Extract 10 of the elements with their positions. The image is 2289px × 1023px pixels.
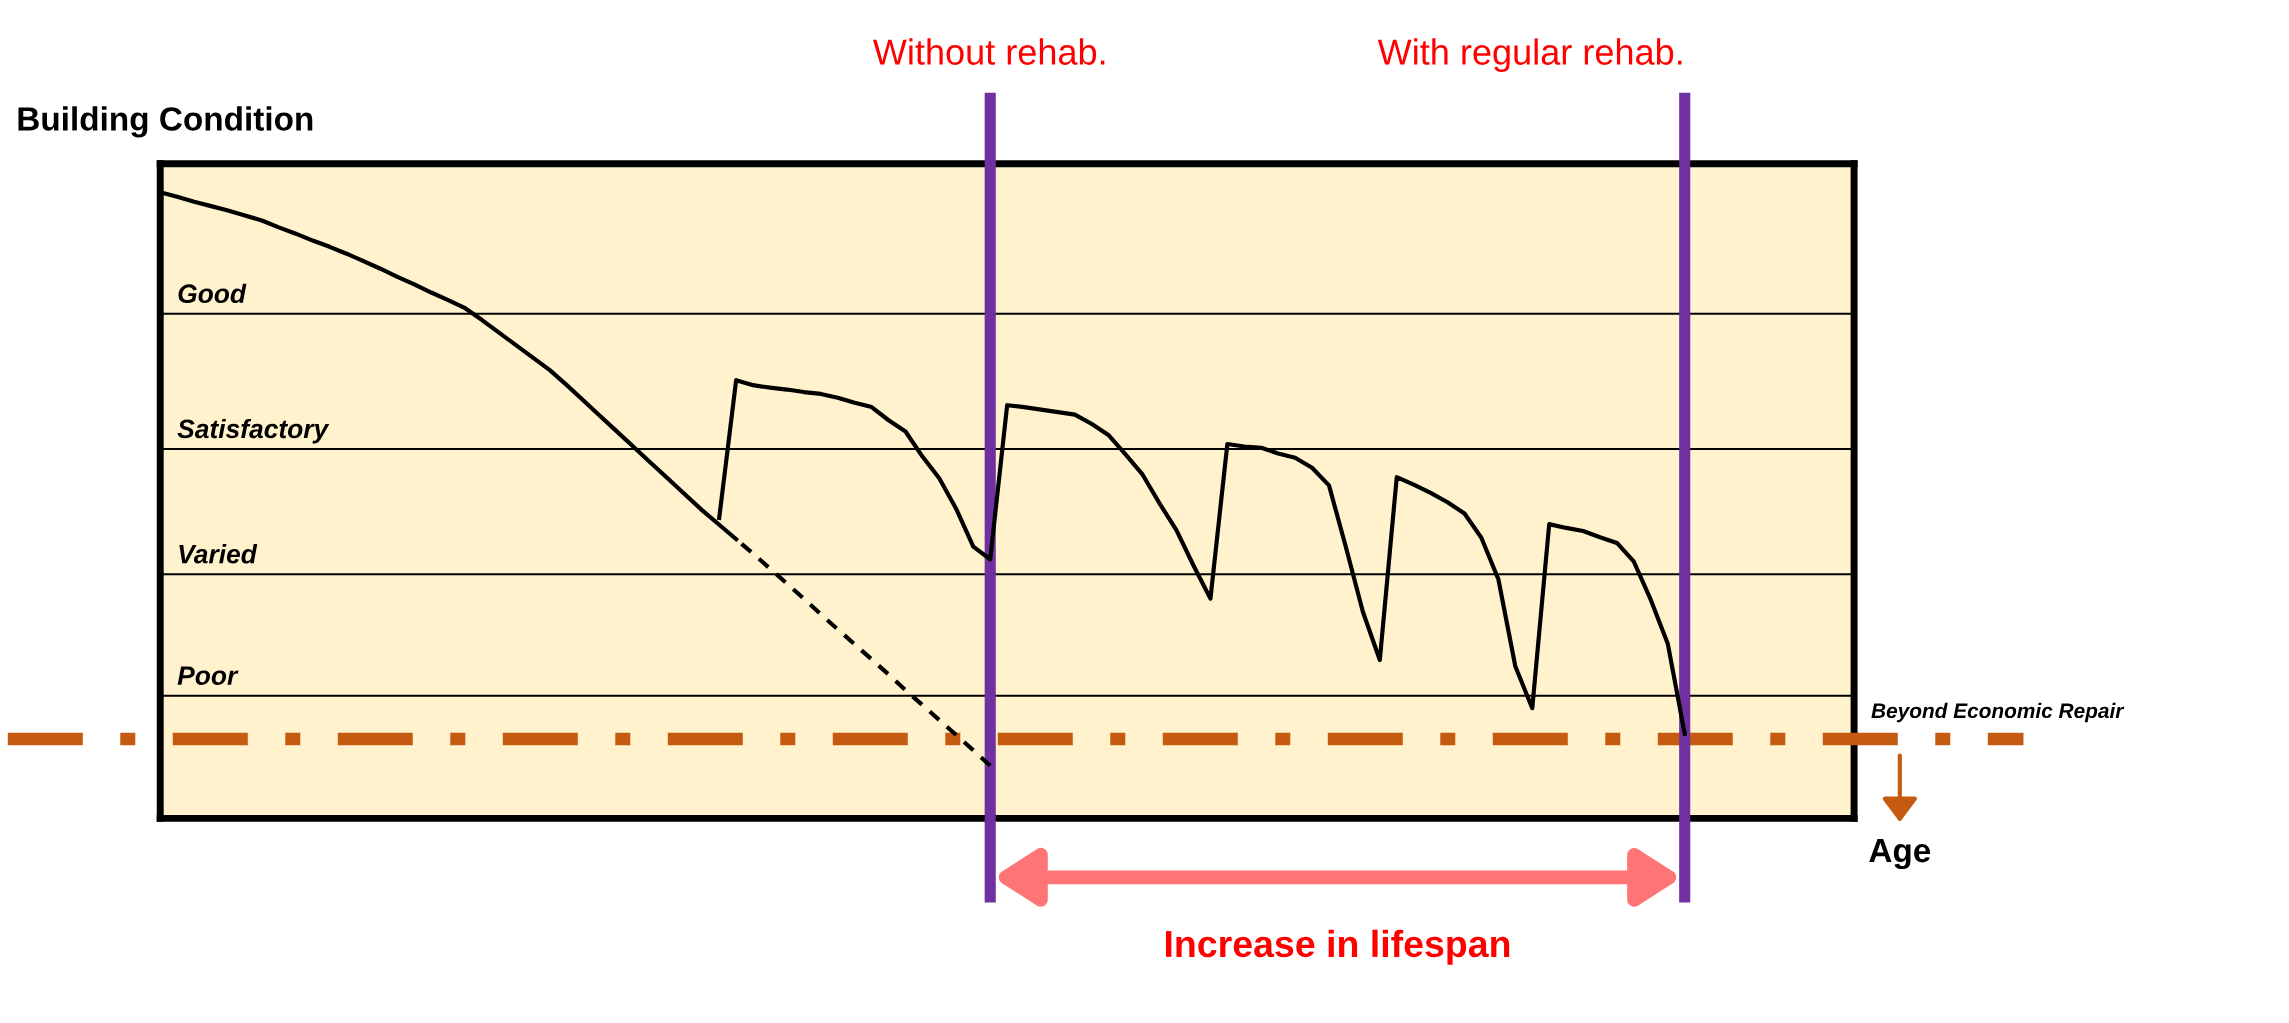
ref-line-label: Good [178, 283, 247, 304]
text: With regular rehab. [1377, 38, 1682, 73]
x-axis-title: Age [1869, 839, 1931, 870]
ref-line-label: Satisfactory [177, 418, 330, 444]
text: Increase in lifespan [1165, 929, 1510, 965]
ref-line-label: Poor [177, 666, 239, 685]
ref-line-label: Beyond Economic Repair [1871, 702, 2125, 723]
y-axis-title: Building Condition [18, 106, 313, 138]
text: Without rehab. [872, 38, 1105, 65]
ref-line-label: Varied [179, 544, 258, 564]
